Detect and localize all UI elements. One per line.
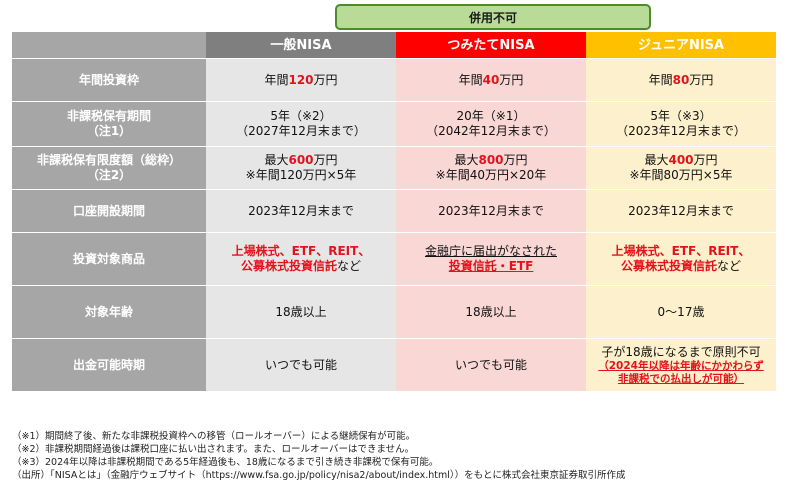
header-junior-nisa: ジュニアNISA xyxy=(586,32,776,58)
footnote-1: （※1）期間終了後、新たな非課税投資枠への移管（ロールオーバー）による継続保有が… xyxy=(12,431,416,442)
tsumitate-account-period: 2023年12月末まで xyxy=(396,190,586,232)
general-eligible-age: 18歳以上 xyxy=(206,286,396,338)
junior-products: 上場株式、ETF、REIT、 公募株式投資信託など xyxy=(586,233,776,285)
header-general-nisa: 一般NISA xyxy=(206,32,396,58)
tsumitate-withdrawal: いつでも可能 xyxy=(396,339,586,391)
tsumitate-max-amount: 最大800万円 ※年間40万円×20年 xyxy=(396,147,586,189)
tsumitate-tax-free-period: 20年（※1） （2042年12月末まで） xyxy=(396,102,586,146)
footnotes: （※1）期間終了後、新たな非課税投資枠への移管（ロールオーバー）による継続保有が… xyxy=(12,430,792,482)
junior-max-amount: 最大400万円 ※年間80万円×5年 xyxy=(586,147,776,189)
general-withdrawal: いつでも可能 xyxy=(206,339,396,391)
row-label-products: 投資対象商品 xyxy=(12,233,206,285)
general-tax-free-period: 5年（※2） （2027年12月末まで） xyxy=(206,102,396,146)
general-products: 上場株式、ETF、REIT、 公募株式投資信託など xyxy=(206,233,396,285)
row-label-tax-free-period: 非課税保有期間 （注1） xyxy=(12,102,206,146)
tsumitate-products: 金融庁に届出がなされた 投資信託・ETF xyxy=(396,233,586,285)
footnote-2: （※2）非課税期間経過後は課税口座に払い出されます。また、ロールオーバーはできま… xyxy=(12,444,415,455)
footnote-3: （※3）2024年以降は非課税期間である5年経過後も、18歳になるまで引き続き非… xyxy=(12,457,439,468)
junior-eligible-age: 0～17歳 xyxy=(586,286,776,338)
row-label-annual-limit: 年間投資枠 xyxy=(12,59,206,101)
general-annual-limit: 年間120万円 xyxy=(206,59,396,101)
header-empty-cell xyxy=(12,32,206,58)
tsumitate-annual-limit: 年間40万円 xyxy=(396,59,586,101)
general-max-amount: 最大600万円 ※年間120万円×5年 xyxy=(206,147,396,189)
header-tsumitate-nisa: つみたてNISA xyxy=(396,32,586,58)
row-label-account-period: 口座開設期間 xyxy=(12,190,206,232)
junior-tax-free-period: 5年（※3） （2023年12月末まで） xyxy=(586,102,776,146)
row-label-max-amount: 非課税保有限度額（総枠） （注2） xyxy=(12,147,206,189)
nisa-comparison-table: 一般NISA つみたてNISA ジュニアNISA 年間投資枠 年間120万円 年… xyxy=(12,32,776,391)
source-note: （出所）「NISAとは」（金融庁ウェブサイト（https://www.fsa.g… xyxy=(12,470,626,481)
general-account-period: 2023年12月末まで xyxy=(206,190,396,232)
junior-annual-limit: 年間80万円 xyxy=(586,59,776,101)
tsumitate-eligible-age: 18歳以上 xyxy=(396,286,586,338)
junior-account-period: 2023年12月末まで xyxy=(586,190,776,232)
incompatible-banner: 併用不可 xyxy=(335,4,651,30)
row-label-withdrawal: 出金可能時期 xyxy=(12,339,206,391)
junior-withdrawal: 子が18歳になるまで原則不可 （2024年以降は年齢にかかわらず 非課税での払出… xyxy=(586,339,776,391)
row-label-eligible-age: 対象年齢 xyxy=(12,286,206,338)
